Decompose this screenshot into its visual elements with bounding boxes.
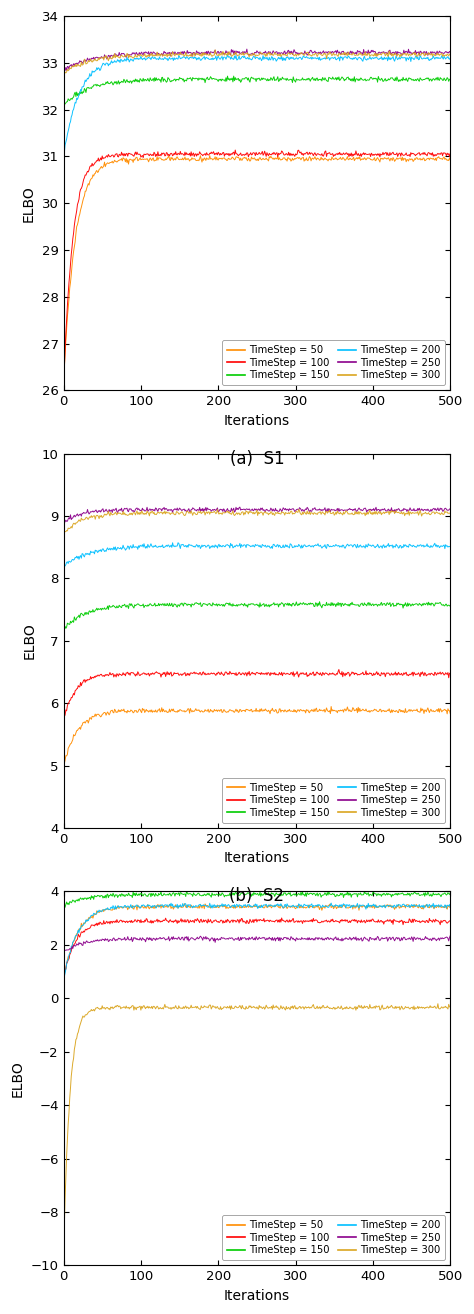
Text: (a)  S1: (a) S1 bbox=[229, 449, 284, 468]
Legend: TimeStep = 50, TimeStep = 100, TimeStep = 150, TimeStep = 200, TimeStep = 250, T: TimeStep = 50, TimeStep = 100, TimeStep … bbox=[222, 1215, 445, 1260]
X-axis label: Iterations: Iterations bbox=[224, 414, 290, 428]
Text: (b)  S2: (b) S2 bbox=[229, 887, 284, 905]
X-axis label: Iterations: Iterations bbox=[224, 1289, 290, 1303]
Y-axis label: ELBO: ELBO bbox=[22, 623, 36, 660]
Y-axis label: ELBO: ELBO bbox=[11, 1060, 25, 1097]
X-axis label: Iterations: Iterations bbox=[224, 851, 290, 866]
Legend: TimeStep = 50, TimeStep = 100, TimeStep = 150, TimeStep = 200, TimeStep = 250, T: TimeStep = 50, TimeStep = 100, TimeStep … bbox=[222, 340, 445, 385]
Y-axis label: ELBO: ELBO bbox=[22, 185, 36, 222]
Legend: TimeStep = 50, TimeStep = 100, TimeStep = 150, TimeStep = 200, TimeStep = 250, T: TimeStep = 50, TimeStep = 100, TimeStep … bbox=[222, 778, 445, 823]
